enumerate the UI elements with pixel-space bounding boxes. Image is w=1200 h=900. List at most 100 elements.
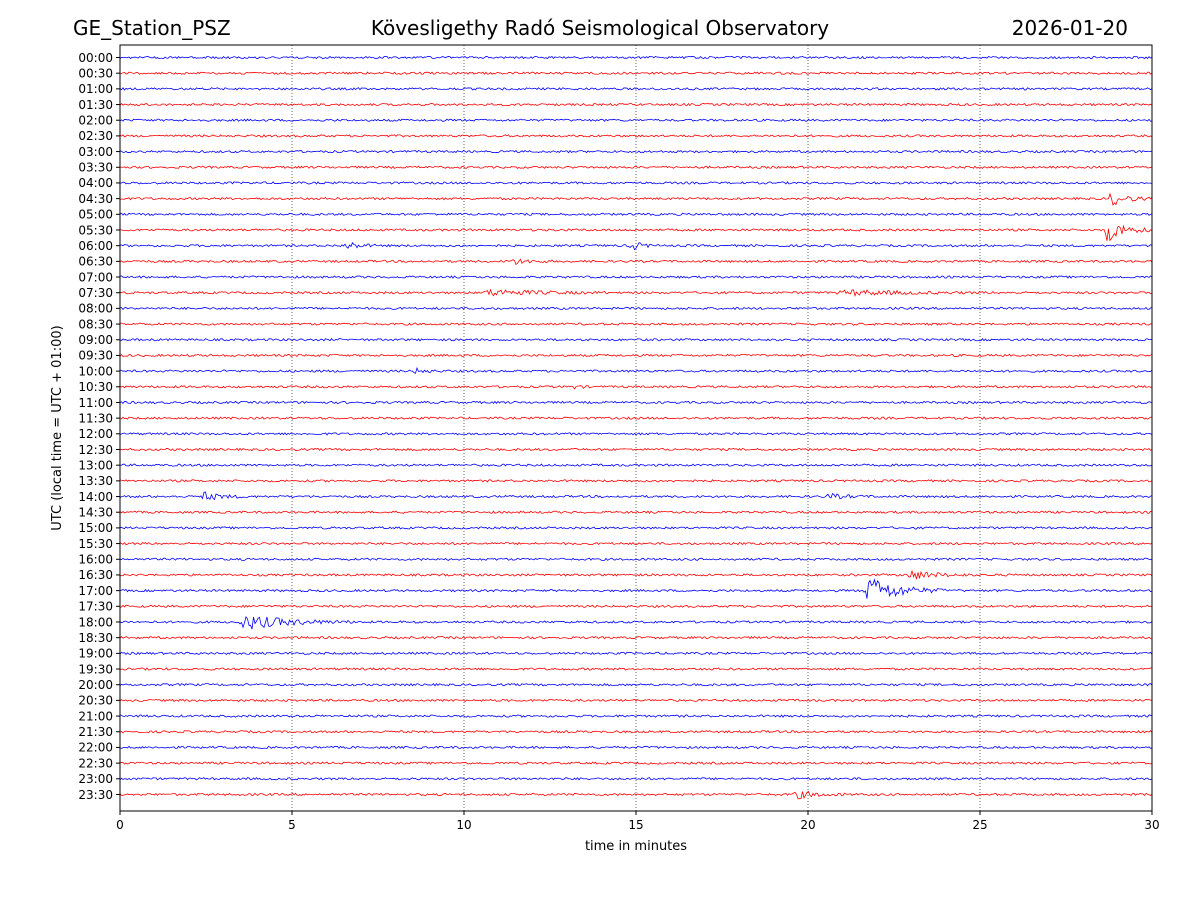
y-tick-label: 14:00 [78, 490, 113, 504]
y-tick-label: 18:30 [78, 631, 113, 645]
trace-07:00 [119, 275, 1153, 279]
trace-09:00 [119, 338, 1153, 342]
trace-18:00 [119, 616, 1153, 630]
y-tick-label: 05:30 [78, 223, 113, 237]
y-tick-label: 22:00 [78, 741, 113, 755]
y-tick-label: 22:30 [78, 756, 113, 770]
trace-00:30 [119, 71, 1153, 75]
y-tick-label: 07:30 [78, 286, 113, 300]
trace-08:30 [119, 322, 1153, 326]
trace-23:30 [119, 790, 1153, 800]
x-tick-label: 15 [628, 818, 643, 832]
trace-11:00 [119, 400, 1153, 405]
trace-13:30 [119, 479, 1153, 483]
y-tick-label: 08:30 [78, 317, 113, 331]
y-tick-label: 18:00 [78, 615, 113, 629]
y-tick-label: 01:00 [78, 82, 113, 96]
y-tick-label: 09:00 [78, 333, 113, 347]
y-tick-label: 02:30 [78, 129, 113, 143]
trace-19:30 [119, 667, 1153, 671]
station-name: GE_Station_PSZ [73, 16, 231, 40]
y-tick-label: 06:30 [78, 255, 113, 269]
trace-04:30 [119, 192, 1153, 206]
y-tick-label: 23:30 [78, 788, 113, 802]
trace-16:30 [119, 570, 1153, 580]
y-tick-label: 21:00 [78, 709, 113, 723]
y-tick-label: 08:00 [78, 302, 113, 316]
y-tick-label: 05:00 [78, 208, 113, 222]
y-axis-label: UTC (local time = UTC + 01:00) [50, 325, 65, 530]
y-tick-label: 06:00 [78, 239, 113, 253]
chart-date: 2026-01-20 [1011, 16, 1128, 40]
x-tick-label: 20 [800, 818, 815, 832]
trace-03:00 [119, 149, 1153, 154]
y-tick-label: 16:30 [78, 568, 113, 582]
trace-21:00 [119, 714, 1153, 718]
trace-07:30 [119, 288, 1153, 298]
y-tick-label: 00:30 [78, 66, 113, 80]
y-tick-label: 03:30 [78, 161, 113, 175]
trace-11:30 [119, 416, 1153, 420]
trace-02:30 [119, 134, 1153, 138]
y-tick-label: 20:00 [78, 678, 113, 692]
trace-02:00 [119, 118, 1153, 122]
trace-17:00 [119, 578, 1153, 599]
y-tick-label: 23:00 [78, 772, 113, 786]
trace-21:30 [119, 730, 1153, 734]
y-tick-label: 10:00 [78, 364, 113, 378]
y-tick-label: 04:00 [78, 176, 113, 190]
trace-14:30 [119, 510, 1153, 514]
trace-12:30 [119, 447, 1153, 452]
trace-14:00 [119, 491, 1153, 501]
trace-05:30 [119, 224, 1153, 242]
trace-15:00 [119, 526, 1153, 530]
x-tick-label: 25 [972, 818, 987, 832]
trace-16:00 [119, 557, 1153, 561]
y-tick-label: 01:30 [78, 98, 113, 112]
y-tick-label: 07:00 [78, 270, 113, 284]
y-tick-label: 19:30 [78, 662, 113, 676]
y-tick-label: 14:30 [78, 506, 113, 520]
trace-09:30 [119, 353, 1153, 358]
y-tick-label: 17:30 [78, 600, 113, 614]
x-axis-label: time in minutes [585, 839, 687, 854]
x-tick-label: 10 [456, 818, 471, 832]
y-tick-label: 04:30 [78, 192, 113, 206]
chart-title: Kövesligethy Radó Seismological Observat… [370, 16, 830, 40]
y-tick-label: 11:30 [78, 411, 113, 425]
trace-04:00 [119, 181, 1153, 185]
trace-05:00 [119, 212, 1153, 216]
trace-01:30 [119, 102, 1153, 107]
y-tick-label: 21:30 [78, 725, 113, 739]
trace-06:00 [119, 241, 1153, 251]
trace-10:00 [119, 366, 1153, 374]
y-tick-label: 15:30 [78, 537, 113, 551]
x-tick-label: 5 [288, 818, 296, 832]
y-tick-label: 13:00 [78, 458, 113, 472]
trace-20:30 [119, 698, 1153, 703]
trace-03:30 [119, 165, 1153, 169]
y-tick-label: 12:30 [78, 443, 113, 457]
y-tick-label: 19:00 [78, 647, 113, 661]
y-tick-label: 09:30 [78, 349, 113, 363]
y-tick-label: 20:30 [78, 694, 113, 708]
y-tick-label: 13:30 [78, 474, 113, 488]
y-tick-label: 03:00 [78, 145, 113, 159]
trace-22:00 [119, 745, 1153, 750]
y-tick-label: 00:00 [78, 51, 113, 65]
trace-10:30 [119, 385, 1153, 390]
trace-20:00 [119, 682, 1153, 687]
trace-06:30 [119, 258, 1153, 266]
y-tick-label: 15:00 [78, 521, 113, 535]
trace-17:30 [119, 604, 1153, 609]
trace-01:00 [119, 87, 1153, 91]
trace-19:00 [119, 651, 1153, 655]
grid-lines [291, 45, 981, 811]
trace-23:00 [119, 777, 1153, 781]
y-tick-label: 11:00 [78, 396, 113, 410]
x-tick-label: 0 [116, 818, 124, 832]
y-tick-label: 10:30 [78, 380, 113, 394]
y-tick-label: 02:00 [78, 114, 113, 128]
